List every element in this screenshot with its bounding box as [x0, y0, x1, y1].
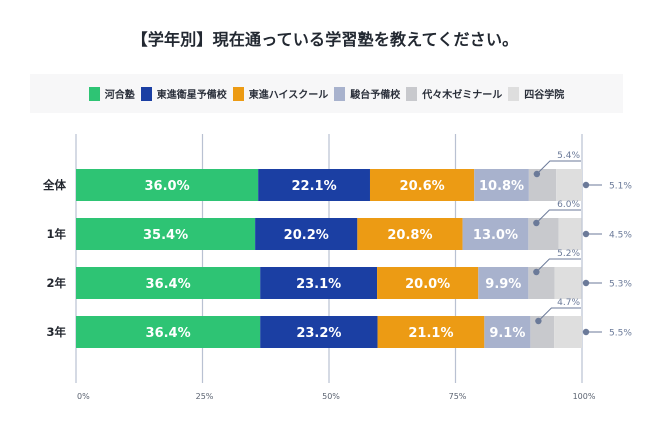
bar-segment [462, 218, 529, 250]
legend-swatch [406, 86, 418, 101]
legend-label: 河合塾 [104, 90, 135, 101]
callout-label: 4.5% [609, 231, 632, 241]
legend-swatch [334, 86, 346, 101]
data-label: 20.6% [400, 179, 445, 194]
legend-swatch [232, 86, 244, 101]
callout-label: 4.7% [557, 298, 580, 308]
legend-label: 駿台予備校 [350, 90, 401, 101]
bar-segment [474, 169, 529, 201]
bar-segment [260, 316, 378, 348]
legend-swatch [140, 86, 152, 101]
bar-segment [528, 267, 555, 299]
bar-segment [528, 218, 559, 250]
data-label: 23.2% [296, 326, 341, 341]
data-label: 13.0% [473, 228, 518, 243]
legend-item-kawaijuku: 河合塾 [88, 86, 135, 101]
x-tick-label: 100% [573, 392, 596, 401]
bar-segment [255, 218, 358, 250]
bar-segment [530, 316, 555, 348]
x-tick-label: 75% [449, 392, 467, 401]
category-label: 全体 [42, 178, 66, 192]
legend-item-toshin-eisei: 東進衛星予備校 [140, 86, 227, 101]
bar-segment [258, 169, 370, 201]
bar-segment [377, 316, 485, 348]
bar-segment [357, 218, 463, 250]
bar-segment [554, 267, 582, 299]
legend-label: 東進衛星予備校 [156, 90, 227, 101]
category-label: 3年 [46, 325, 66, 339]
x-tick-label: 0% [77, 392, 90, 401]
bar-segment [558, 218, 582, 250]
data-label: 20.0% [405, 277, 450, 292]
legend-swatch [508, 86, 520, 101]
data-label: 9.1% [489, 326, 525, 341]
legend-item-yotsuya: 四谷学院 [508, 86, 564, 101]
legend: 河合塾 東進衛星予備校 東進ハイスクール 駿台予備校 代々木ゼミナール 四谷学院 [30, 74, 623, 113]
category-label: 1年 [46, 227, 66, 241]
bar-segment [76, 169, 259, 201]
legend-item-toshin-highschool: 東進ハイスクール [232, 86, 329, 101]
data-label: 22.1% [292, 179, 337, 194]
bar-segment [76, 316, 261, 348]
bar-segment [76, 218, 256, 250]
callout-label: 5.5% [609, 329, 632, 339]
callout-line [536, 160, 581, 175]
data-label: 20.2% [284, 228, 329, 243]
data-label: 36.0% [145, 179, 190, 194]
legend-item-yoyogi: 代々木ゼミナール [406, 86, 502, 101]
legend-label: 東進ハイスクール [248, 90, 329, 101]
callout-label: 5.4% [557, 151, 580, 161]
bar-segment [478, 267, 529, 299]
data-label: 20.8% [387, 228, 432, 243]
callout-label: 5.2% [557, 249, 580, 259]
category-label: 2年 [46, 276, 66, 290]
x-tick-label: 25% [196, 392, 214, 401]
callout-line [536, 258, 581, 273]
legend-label: 四谷学院 [524, 90, 565, 101]
bar-segment [260, 267, 378, 299]
legend-label: 代々木ゼミナール [422, 90, 503, 101]
bar-segment [377, 267, 479, 299]
bar-segment [554, 316, 582, 348]
data-label: 36.4% [146, 277, 191, 292]
data-label: 23.1% [296, 277, 341, 292]
legend-swatch [88, 86, 100, 101]
chart-title: 【学年別】現在通っている学習塾を教えてください。 [131, 30, 519, 49]
data-label: 10.8% [479, 179, 524, 194]
data-label: 21.1% [408, 326, 453, 341]
callout-label: 6.0% [557, 200, 580, 210]
bar-segment [369, 169, 475, 201]
bar-segment [76, 267, 261, 299]
callout-label: 5.3% [609, 280, 632, 290]
x-tick-label: 50% [322, 392, 340, 401]
bar-segment [556, 169, 582, 201]
bar-segment [528, 169, 557, 201]
legend-item-sundai: 駿台予備校 [334, 86, 400, 101]
data-label: 35.4% [143, 228, 188, 243]
callout-label: 5.1% [609, 182, 632, 192]
data-label: 9.9% [485, 277, 521, 292]
data-label: 36.4% [146, 326, 191, 341]
bar-segment [484, 316, 531, 348]
callout-line [538, 307, 581, 322]
callout-line [536, 209, 581, 224]
